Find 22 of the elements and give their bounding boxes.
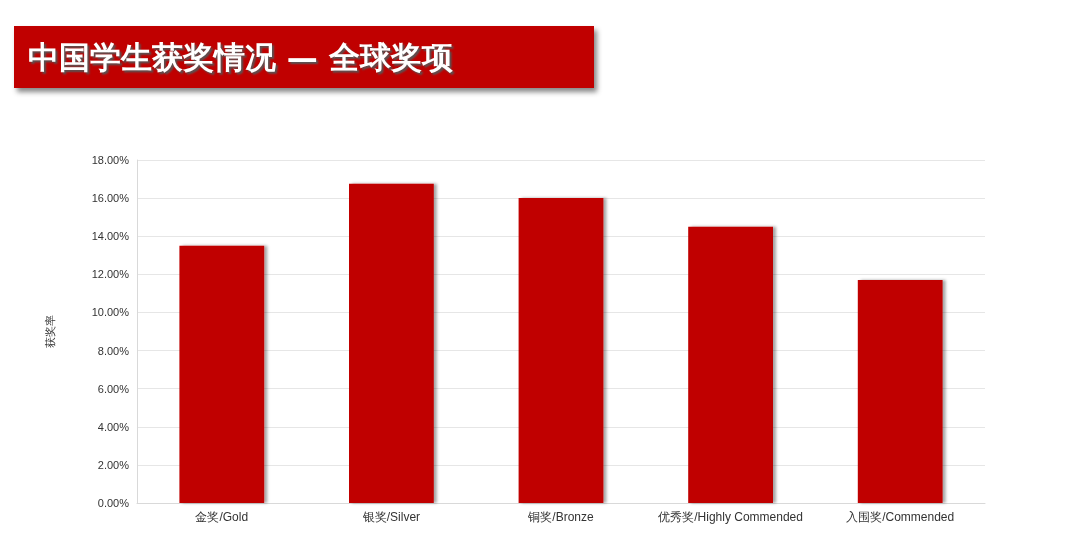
y-axis-title: 获奖率 bbox=[43, 315, 56, 348]
bar bbox=[518, 198, 604, 503]
x-tick-label: 铜奖/Bronze bbox=[527, 510, 594, 524]
bar bbox=[857, 280, 943, 503]
y-tick-label: 0.00% bbox=[97, 497, 130, 509]
chart-title: 中国学生获奖情况 — 全球奖项 bbox=[14, 26, 594, 88]
y-tick-label: 16.00% bbox=[91, 192, 130, 205]
y-tick-label: 8.00% bbox=[97, 344, 130, 357]
x-tick-label: 金奖/Gold bbox=[195, 510, 249, 524]
x-tick-label: 优秀奖/Highly Commended bbox=[658, 510, 803, 524]
y-tick-label: 6.00% bbox=[97, 382, 130, 395]
x-tick-label: 入围奖/Commended bbox=[846, 510, 955, 524]
y-tick-label: 14.00% bbox=[91, 230, 130, 243]
bar bbox=[179, 245, 265, 503]
bar bbox=[349, 183, 434, 503]
bar bbox=[688, 226, 773, 503]
y-tick-label: 2.00% bbox=[97, 458, 130, 471]
y-tick-label: 4.00% bbox=[97, 420, 130, 433]
y-tick-label: 18.00% bbox=[91, 154, 130, 166]
y-tick-label: 10.00% bbox=[91, 306, 130, 319]
x-tick-label: 银奖/Silver bbox=[361, 510, 421, 524]
y-tick-label: 12.00% bbox=[91, 268, 130, 281]
